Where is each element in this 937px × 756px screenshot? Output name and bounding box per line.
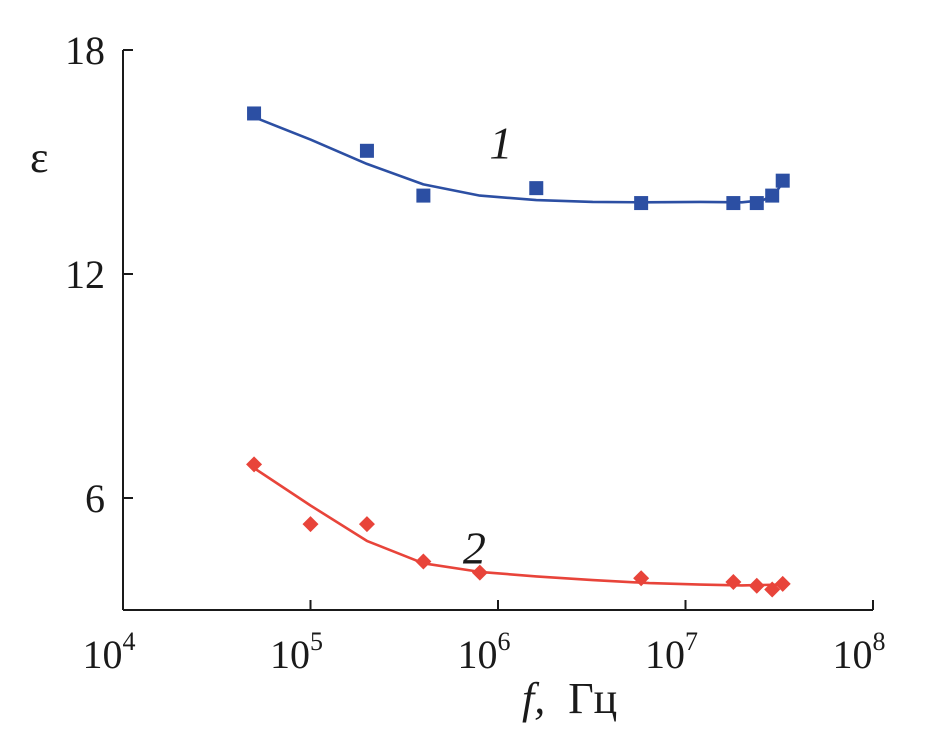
data-point — [764, 581, 781, 598]
x-tick-exponent: 4 — [123, 627, 136, 656]
x-tick-base: 10 — [833, 632, 873, 677]
x-tick-label: 108 — [833, 627, 886, 677]
data-point — [358, 516, 375, 533]
data-point — [725, 574, 742, 590]
x-tick-base: 10 — [458, 632, 498, 677]
data-point — [748, 577, 765, 594]
x-tick-base: 10 — [270, 632, 310, 677]
data-point — [749, 196, 764, 211]
data-point — [247, 106, 262, 121]
data-point — [774, 575, 791, 592]
series-label: 1 — [489, 117, 512, 168]
data-point — [359, 143, 374, 158]
x-tick-exponent: 6 — [498, 627, 511, 656]
data-point — [302, 516, 319, 533]
data-point — [775, 173, 790, 188]
x-tick-exponent: 7 — [685, 627, 698, 656]
y-tick-label: 6 — [85, 476, 105, 521]
x-axis-variable: f, — [522, 674, 545, 723]
data-point — [633, 570, 650, 587]
x-axis-title: f, Гц — [522, 674, 617, 723]
x-tick-base: 10 — [645, 632, 685, 677]
x-ticks: 104 105 106 107 108 — [83, 600, 886, 677]
x-tick-exponent: 5 — [310, 627, 323, 656]
series-2: 2 — [246, 456, 791, 598]
y-tick-label: 12 — [65, 252, 105, 297]
data-point — [246, 456, 263, 473]
x-tick-label: 107 — [645, 627, 698, 677]
x-axis-unit: Гц — [568, 674, 617, 723]
data-point — [529, 181, 544, 196]
y-tick-label: 18 — [65, 28, 105, 73]
plot-area: 12 — [246, 106, 791, 598]
x-tick-label: 104 — [83, 627, 136, 677]
x-tick-label: 106 — [458, 627, 511, 677]
data-point — [726, 196, 741, 211]
data-point — [415, 553, 432, 570]
data-point — [416, 188, 431, 203]
x-tick-label: 105 — [270, 627, 323, 677]
series-label: 2 — [463, 522, 486, 573]
x-tick-exponent: 8 — [873, 627, 886, 656]
series-1: 1 — [247, 106, 790, 211]
y-axis-title: ε — [30, 133, 48, 182]
series-2-trend-line — [252, 466, 784, 587]
x-tick-base: 10 — [83, 632, 123, 677]
data-point — [765, 188, 780, 203]
y-ticks: 6 12 18 — [65, 28, 133, 521]
series-1-trend-line — [252, 115, 784, 204]
data-point — [634, 196, 649, 211]
data-point — [471, 564, 488, 581]
